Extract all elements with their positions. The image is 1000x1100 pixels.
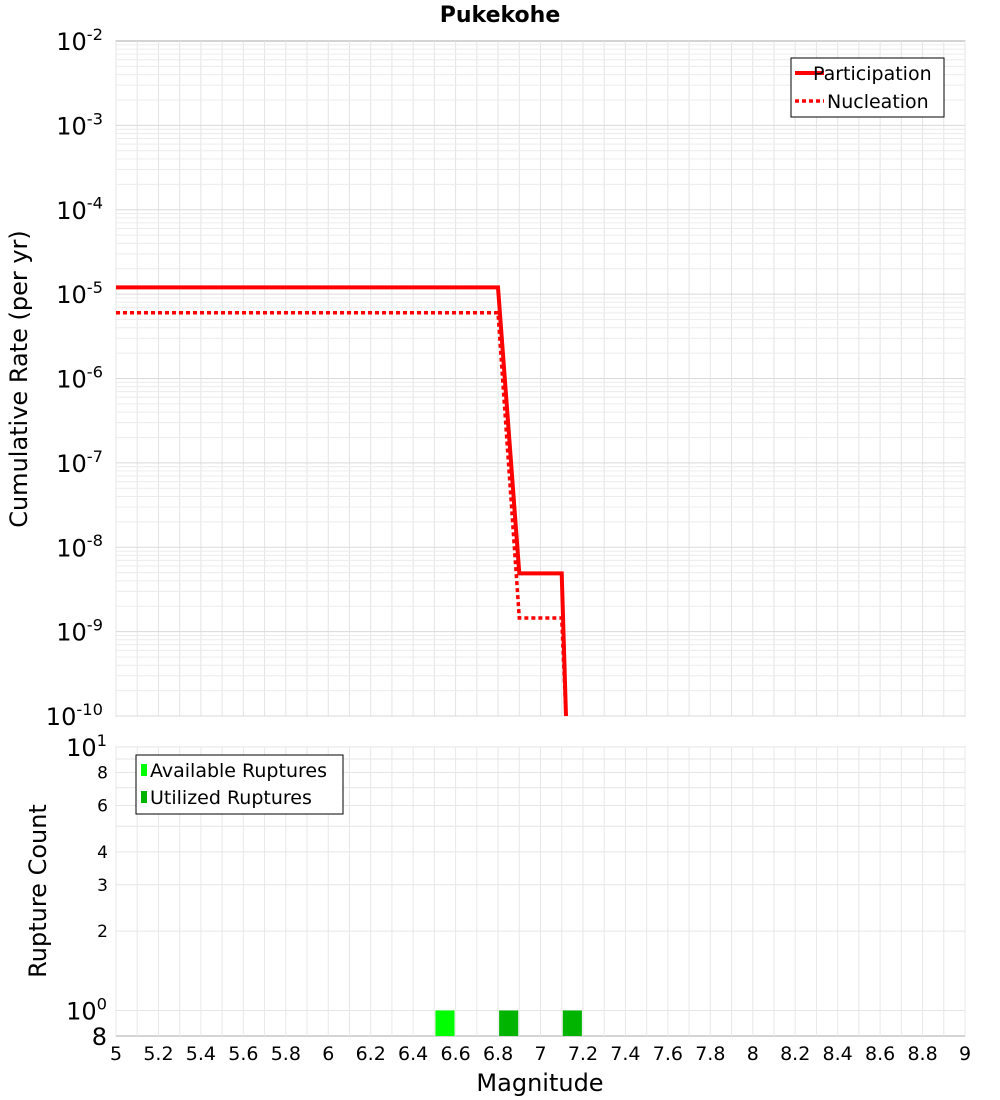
chart-title: Pukekohe [440,3,560,28]
rate-y-tick-label: 10-7 [56,447,103,478]
rate-y-tick-label-base: 10 [56,619,87,647]
rate-panel: Pukekohe 10-1010-910-810-710-610-510-410… [5,3,966,731]
rate-y-tick-label-exp: -7 [87,447,103,466]
series-line-nucleation [116,311,568,717]
bar-available-ruptures [435,1010,455,1036]
x-tick-label: 8.8 [907,1043,937,1065]
rate-y-tick-label-exp: -10 [76,700,103,719]
rate-y-tick-label-exp: -5 [87,278,103,297]
x-tick-label: 8 [747,1043,759,1065]
magnitude-x-axis-label: Magnitude [476,1069,603,1097]
count-y-tick-label-base: 10 [66,997,97,1025]
rate-y-tick-label-base: 10 [56,28,87,56]
x-tick-label: 9 [959,1043,971,1065]
legend-swatch-available-ruptures [141,764,147,776]
bar-utilized-ruptures [562,1010,582,1036]
x-tick-label: 6.2 [356,1043,386,1065]
rate-y-tick-label-exp: -2 [87,25,103,44]
rate-y-tick-label-base: 10 [56,112,87,140]
rate-y-tick-label: 10-3 [56,109,103,140]
x-tick-label: 5.4 [186,1043,216,1065]
x-tick-label: 7.4 [610,1043,640,1065]
rate-y-tick-label-exp: -8 [87,531,103,550]
x-tick-label: 6.4 [398,1043,428,1065]
rate-y-tick-label-exp: -3 [87,109,103,128]
bar-utilized-ruptures [499,1010,519,1036]
rupture-count-bars [435,1010,582,1036]
x-tick-label: 8.4 [823,1043,853,1065]
rate-y-tick-label: 10-5 [56,278,103,309]
x-tick-label: 7.6 [653,1043,683,1065]
rate-y-axis-label: Cumulative Rate (per yr) [5,230,33,528]
rate-y-tick-label: 10-4 [56,194,103,225]
count-y-tick-label: 100 [66,994,107,1025]
count-y-tick-label: 4 [97,843,108,863]
legend-label-participation: Participation [813,63,932,85]
rate-y-tick-label-exp: -6 [87,362,103,381]
rate-grid [115,41,966,717]
count-y-tick-label: 101 [66,731,107,762]
rate-y-tick-label: 10-8 [56,531,103,562]
count-y-tick-label: 6 [97,796,108,816]
rate-y-tick-label-base: 10 [56,534,87,562]
x-tick-label: 7.8 [695,1043,725,1065]
x-tick-label: 7 [534,1043,546,1065]
rate-y-tick-label: 10-10 [46,700,103,731]
legend-swatch-utilized-ruptures [141,791,147,803]
rate-y-tick-label-base: 10 [56,366,87,394]
x-tick-label: 5.6 [228,1043,258,1065]
x-tick-label: 8.2 [780,1043,810,1065]
x-tick-label: 5.2 [143,1043,173,1065]
rate-y-tick-label-exp: -9 [87,616,103,635]
rate-y-tick-label-base: 10 [46,703,77,731]
x-tick-label: 6.6 [440,1043,470,1065]
rate-series-group [116,285,568,717]
rupture-count-y-axis-label: Rupture Count [24,804,52,978]
x-tick-label: 6.8 [483,1043,513,1065]
rate-y-tick-label: 10-6 [56,362,103,393]
count-y-tick-label: 2 [97,922,108,942]
legend-label-utilized-ruptures: Utilized Ruptures [150,787,312,809]
x-tick-label: 8.6 [865,1043,895,1065]
legend-label-available-ruptures: Available Ruptures [150,760,327,782]
count-y-tick-label-exp: 0 [97,994,107,1013]
rate-y-tick-label-exp: -4 [87,194,103,213]
count-y-tick-label: 8 [97,764,108,784]
x-tick-label: 6 [322,1043,334,1065]
rate-legend-box [790,57,945,118]
count-y-tick-label: 3 [97,876,108,896]
rate-y-tick-label-base: 10 [56,281,87,309]
count-y-tick-label-base: 10 [66,734,97,762]
rate-y-tick-label-base: 10 [56,450,87,478]
count-y-tick-label-exp: 1 [97,731,107,750]
rate-y-tick-label: 10-9 [56,616,103,647]
x-tick-label: 7.2 [568,1043,598,1065]
x-tick-label: 5.8 [271,1043,301,1065]
count-y-tick-label: 8 [92,1023,107,1051]
rate-legend: Participation Nucleation [790,57,945,118]
x-tick-label: 5 [110,1043,122,1065]
series-line-participation [116,285,568,717]
rate-y-tick-label: 10-2 [56,25,103,56]
magnitude-x-tick-labels: 5 5.2 5.4 5.6 5.8 6 6.2 6.4 6.6 6.8 7 7.2 7.4 7.6 7.8 8… [110,1043,971,1065]
rate-y-tick-label-base: 10 [56,197,87,225]
count-legend-box [135,754,344,815]
rupture-count-legend: Available Ruptures Utilized Ruptures [135,754,344,815]
legend-label-nucleation: Nucleation [827,91,929,113]
